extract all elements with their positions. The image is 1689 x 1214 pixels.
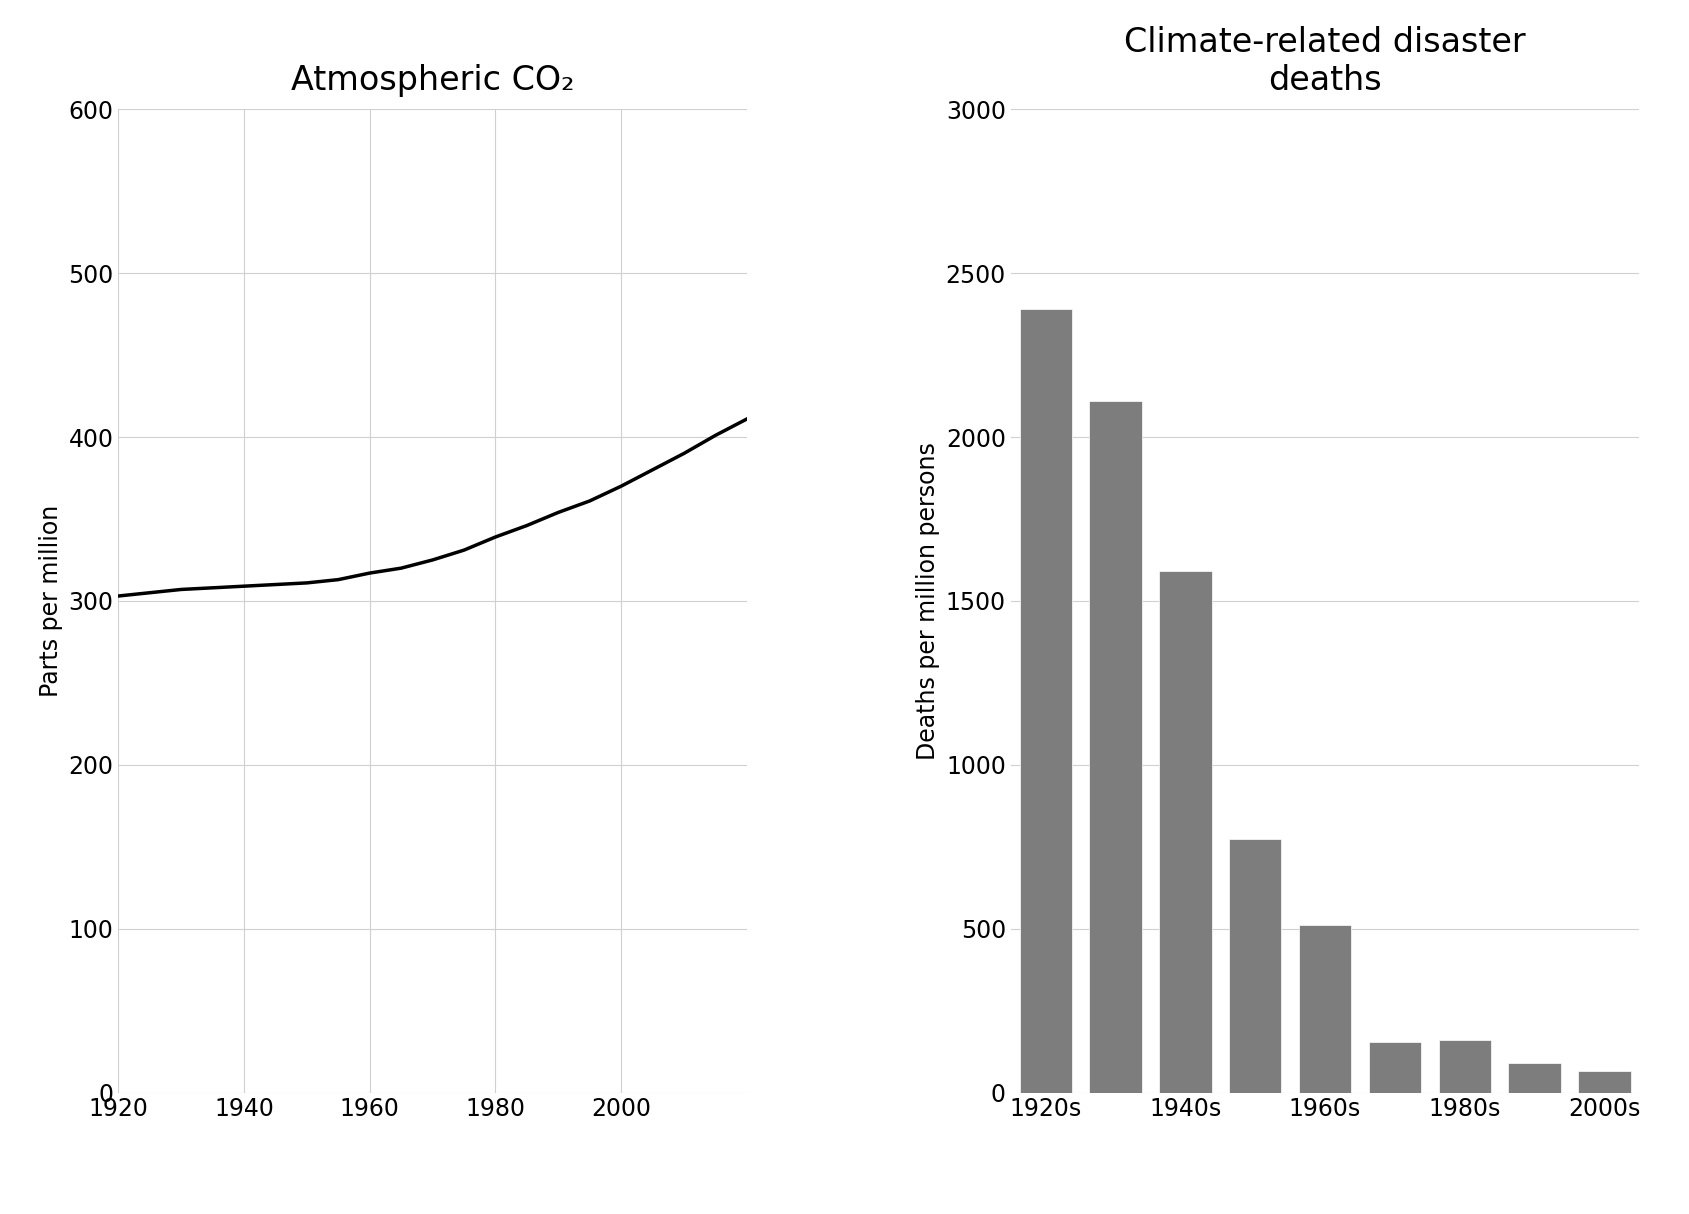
Bar bbox=[1437, 1040, 1490, 1093]
Bar bbox=[1299, 925, 1351, 1093]
Y-axis label: Deaths per million persons: Deaths per million persons bbox=[915, 442, 939, 760]
Bar bbox=[1228, 839, 1280, 1093]
Bar bbox=[1508, 1063, 1561, 1093]
Title: Atmospheric CO₂: Atmospheric CO₂ bbox=[291, 64, 574, 97]
Bar bbox=[1018, 310, 1071, 1093]
Bar bbox=[1368, 1042, 1420, 1093]
Y-axis label: Parts per million: Parts per million bbox=[39, 505, 62, 697]
Bar bbox=[1089, 401, 1142, 1093]
Bar bbox=[1578, 1071, 1630, 1093]
Title: Climate-related disaster
deaths: Climate-related disaster deaths bbox=[1123, 25, 1525, 97]
Bar bbox=[1159, 572, 1211, 1093]
